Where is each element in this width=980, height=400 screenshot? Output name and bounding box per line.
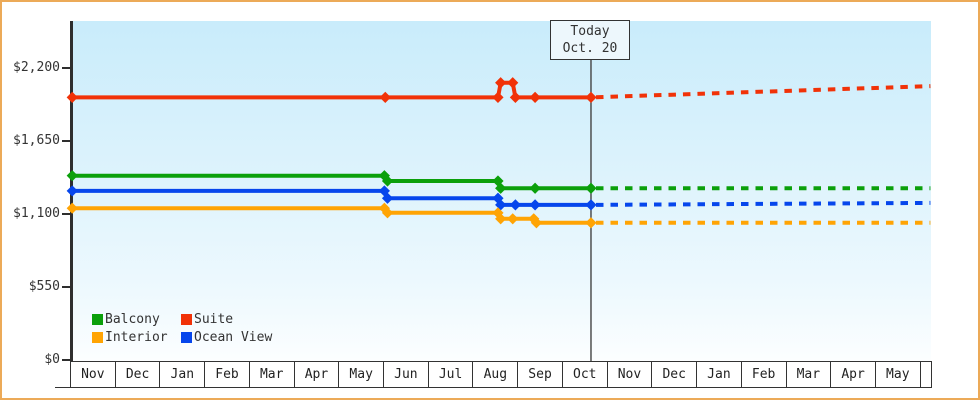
- month-cell-mar: Mar: [787, 362, 832, 387]
- y-axis-label: $1,100: [13, 205, 60, 221]
- axis-foot-line: [55, 386, 70, 388]
- month-cell-jun: Jun: [384, 362, 429, 387]
- y-axis-label: $1,650: [13, 132, 60, 148]
- legend-swatch-interior: [92, 332, 103, 343]
- y-tick: [62, 285, 71, 288]
- legend-item-interior: Interior: [92, 330, 168, 345]
- legend-row: Balcony Suite: [92, 312, 332, 330]
- month-cell-jan: Jan: [697, 362, 742, 387]
- month-cell-feb: Feb: [742, 362, 787, 387]
- month-cell-dec: Dec: [116, 362, 161, 387]
- legend-swatch-ocean-view: [181, 332, 192, 343]
- month-cell-nov: Nov: [71, 362, 116, 387]
- legend-label: Suite: [194, 312, 234, 327]
- month-cell-jul: Jul: [429, 362, 474, 387]
- month-cell-jan: Jan: [160, 362, 206, 387]
- month-cell-may: May: [876, 362, 921, 387]
- month-cell-may: May: [339, 362, 385, 387]
- month-cell-partial: [921, 362, 931, 387]
- legend-swatch-balcony: [92, 314, 103, 325]
- series-ocean-view-projection: [590, 200, 931, 207]
- y-tick: [62, 358, 71, 361]
- month-cell-apr: Apr: [295, 362, 340, 387]
- legend-item-balcony: Balcony: [92, 312, 160, 327]
- y-tick: [62, 139, 71, 142]
- month-cell-aug: Aug: [473, 362, 519, 387]
- y-axis-label: $550: [28, 278, 60, 294]
- y-tick: [62, 66, 71, 69]
- legend-item-suite: Suite: [181, 312, 233, 327]
- legend-row: Interior Ocean View: [92, 330, 332, 348]
- month-axis: Nov Dec Jan Feb Mar Apr May Jun Jul Aug Sep Oct Nov D…: [70, 361, 932, 388]
- today-annotation: Today Oct. 20: [550, 20, 630, 60]
- month-cell-nov: Nov: [608, 362, 653, 387]
- y-axis-label: $0: [44, 351, 60, 367]
- month-cell-oct: Oct: [563, 362, 608, 387]
- legend: Balcony Suite Interior Ocean View: [92, 312, 332, 348]
- y-axis-label: $2,200: [13, 59, 60, 75]
- series-suite-projection: [590, 84, 931, 100]
- month-cell-sep: Sep: [518, 362, 563, 387]
- today-label: Today: [570, 24, 610, 39]
- legend-swatch-suite: [181, 314, 192, 325]
- legend-item-ocean-view: Ocean View: [181, 330, 272, 345]
- month-cell-dec: Dec: [652, 362, 698, 387]
- legend-label: Ocean View: [194, 330, 273, 345]
- series-balcony-line: [70, 173, 593, 191]
- y-tick: [62, 212, 71, 215]
- month-cell-mar: Mar: [250, 362, 295, 387]
- legend-label: Interior: [105, 330, 168, 345]
- month-cell-apr: Apr: [831, 362, 876, 387]
- month-cell-feb: Feb: [205, 362, 250, 387]
- today-date: Oct. 20: [562, 41, 618, 56]
- legend-label: Balcony: [105, 312, 160, 327]
